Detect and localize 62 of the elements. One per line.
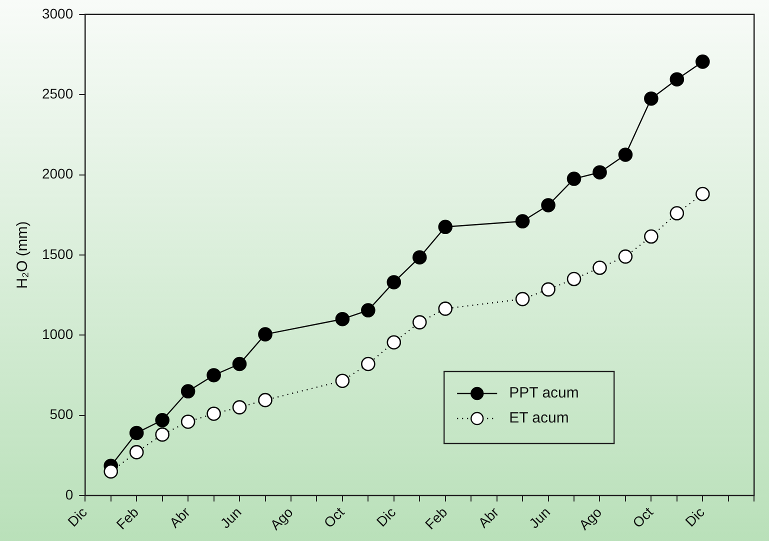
point xyxy=(361,303,376,318)
point xyxy=(412,315,427,330)
point xyxy=(232,400,247,414)
point xyxy=(566,272,582,286)
point xyxy=(129,445,144,460)
x-tick-label: Dic xyxy=(64,504,90,530)
point xyxy=(206,368,221,382)
point xyxy=(386,335,402,350)
point xyxy=(644,229,658,244)
point xyxy=(206,406,221,421)
x-tick-label: Dic xyxy=(682,504,708,530)
legend-label: ET acum xyxy=(509,410,569,427)
y-tick-label: 0 xyxy=(65,486,74,502)
point xyxy=(592,260,607,275)
point xyxy=(258,327,272,342)
point xyxy=(670,72,684,86)
point xyxy=(180,414,196,429)
y-tick-label: 3000 xyxy=(42,5,74,22)
point xyxy=(696,186,710,202)
point xyxy=(104,464,118,479)
point xyxy=(644,91,658,106)
x-tick-label: Jun xyxy=(526,504,554,532)
x-tick-label: Abr xyxy=(474,504,502,531)
x-tick-label: Dic xyxy=(373,504,399,530)
point xyxy=(386,275,402,290)
point xyxy=(515,292,530,306)
point xyxy=(670,206,684,220)
point xyxy=(618,148,633,162)
point xyxy=(129,426,144,440)
y-tick-label: 500 xyxy=(50,406,74,422)
point xyxy=(438,302,453,316)
x-tick-label: Abr xyxy=(166,504,194,531)
point xyxy=(155,412,170,428)
point xyxy=(180,384,196,398)
legend-label: PPT acum xyxy=(509,384,579,402)
y-tick-label: 1500 xyxy=(42,246,74,262)
point xyxy=(335,374,350,388)
point xyxy=(592,165,607,180)
point xyxy=(335,312,350,326)
x-tick-label: Feb xyxy=(113,504,142,532)
x-tick-label: Jun xyxy=(217,504,244,532)
point xyxy=(566,172,582,186)
point xyxy=(412,250,427,265)
point xyxy=(541,282,556,297)
point xyxy=(232,356,247,372)
point xyxy=(258,392,272,408)
point xyxy=(438,220,453,234)
y-tick-label: 1000 xyxy=(42,326,74,342)
x-tick-label: Feb xyxy=(422,504,450,532)
point xyxy=(155,427,170,442)
point xyxy=(541,198,556,212)
x-tick-label: Oct xyxy=(629,504,656,531)
point xyxy=(696,54,710,69)
y-tick-label: 2500 xyxy=(42,85,74,102)
point xyxy=(515,214,530,228)
y-tick-label: 2000 xyxy=(42,166,74,182)
point xyxy=(618,249,633,264)
point xyxy=(361,356,376,372)
x-tick-label: Ago xyxy=(576,504,605,533)
y-axis-title: H₂O (mm) xyxy=(14,221,32,289)
x-tick-label: Ago xyxy=(266,504,296,533)
x-tick-label: Oct xyxy=(320,504,348,531)
